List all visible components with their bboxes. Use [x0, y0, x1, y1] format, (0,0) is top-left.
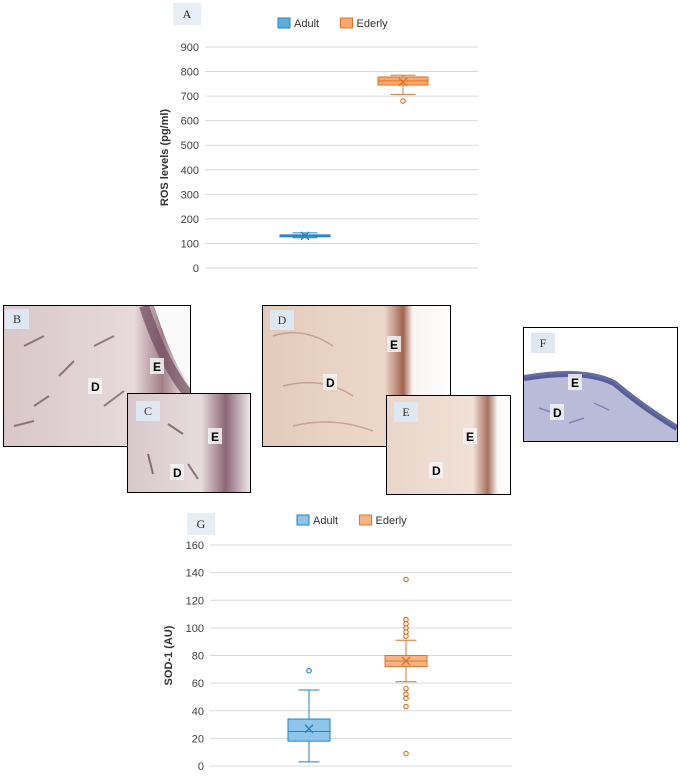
box-series-adult	[287, 667, 331, 763]
box-mean-marker	[300, 231, 310, 241]
micrograph-c-derm: D	[173, 466, 182, 480]
micrograph-f: E D	[523, 327, 678, 442]
sod1-box-chart: 0 20 40 60 80 100 120 140 160 SOD-1 (AU) Adult Eder…	[150, 508, 530, 773]
y-tick-label: 900	[181, 42, 199, 54]
outlier-point	[403, 695, 409, 702]
y-tick-label: 120	[186, 595, 204, 607]
box-series-ederly	[377, 74, 429, 104]
box-series-ederly	[384, 576, 428, 757]
legend-swatch	[277, 17, 291, 29]
micrograph-d-derm: D	[326, 376, 335, 390]
y-tick-label: 20	[192, 733, 204, 745]
y-tick-label: 200	[181, 214, 199, 226]
y-tick-label: 140	[186, 568, 204, 580]
legend-swatch	[359, 514, 372, 526]
y-tick-label: 700	[181, 91, 199, 103]
micrograph-e-derm: D	[432, 464, 441, 478]
outlier-point	[403, 576, 409, 583]
box-mean-marker	[398, 77, 408, 87]
y-tick-label: 60	[192, 678, 204, 690]
panel-label-e: E	[394, 402, 418, 422]
y-tick-label: 100	[186, 623, 204, 635]
y-tick-label: 400	[181, 165, 199, 177]
y-tick-label: 0	[198, 761, 204, 773]
legend-label: Adult	[313, 515, 338, 527]
ros-chart-svg: 0 100 200 300 400 500 600 700 800 900 ROS levels (…	[159, 17, 478, 275]
panel-label-c: C	[136, 401, 160, 421]
panel-label-b: B	[5, 309, 29, 329]
box-mean-marker	[304, 724, 314, 734]
box-mean-marker	[401, 656, 411, 666]
legend-swatch	[296, 514, 310, 526]
micrograph-e-epi: E	[466, 430, 474, 444]
legend-label: Ederly	[376, 515, 408, 527]
micrograph-b-epi: E	[153, 360, 161, 374]
outlier-point	[403, 703, 409, 710]
y-tick-label: 80	[192, 651, 204, 663]
y-axis-label: ROS levels (pg/ml)	[159, 109, 171, 207]
legend-label: Ederly	[357, 18, 389, 30]
y-tick-label: 40	[192, 706, 204, 718]
y-tick-label: 600	[181, 116, 199, 128]
panel-label-g: G	[187, 513, 215, 535]
outlier-point	[306, 667, 312, 674]
micrograph-b-derm: D	[91, 380, 100, 394]
outlier-point	[403, 750, 409, 757]
box-iqr	[287, 718, 331, 742]
panel-label-a: A	[173, 3, 201, 25]
micrograph-c-epi: E	[211, 430, 219, 444]
y-tick-label: 160	[186, 540, 204, 552]
panel-label-f: F	[531, 333, 555, 353]
micrograph-f-epi: E	[571, 376, 579, 390]
y-tick-label: 300	[181, 189, 199, 201]
outlier-point	[403, 685, 409, 692]
legend-label: Adult	[294, 18, 319, 30]
micrograph-f-derm: D	[553, 406, 562, 420]
sod1-chart-svg: 0 20 40 60 80 100 120 140 160 SOD-1 (AU) Adult Eder…	[163, 514, 512, 773]
y-tick-label: 100	[181, 238, 199, 250]
ros-box-chart: 0 100 200 300 400 500 600 700 800 900 ROS levels (…	[150, 10, 530, 280]
panel-label-d: D	[270, 310, 294, 330]
y-tick-label: 0	[193, 263, 199, 275]
micrograph-f-image: E D	[524, 328, 677, 441]
micrograph-d-epi: E	[390, 338, 398, 352]
outlier-point	[403, 633, 409, 639]
outlier-point	[400, 98, 406, 104]
box-series-adult	[279, 231, 331, 241]
y-tick-label: 800	[181, 67, 199, 79]
y-axis-label: SOD-1 (AU)	[163, 625, 175, 685]
legend-swatch	[340, 17, 353, 29]
y-tick-label: 500	[181, 140, 199, 152]
